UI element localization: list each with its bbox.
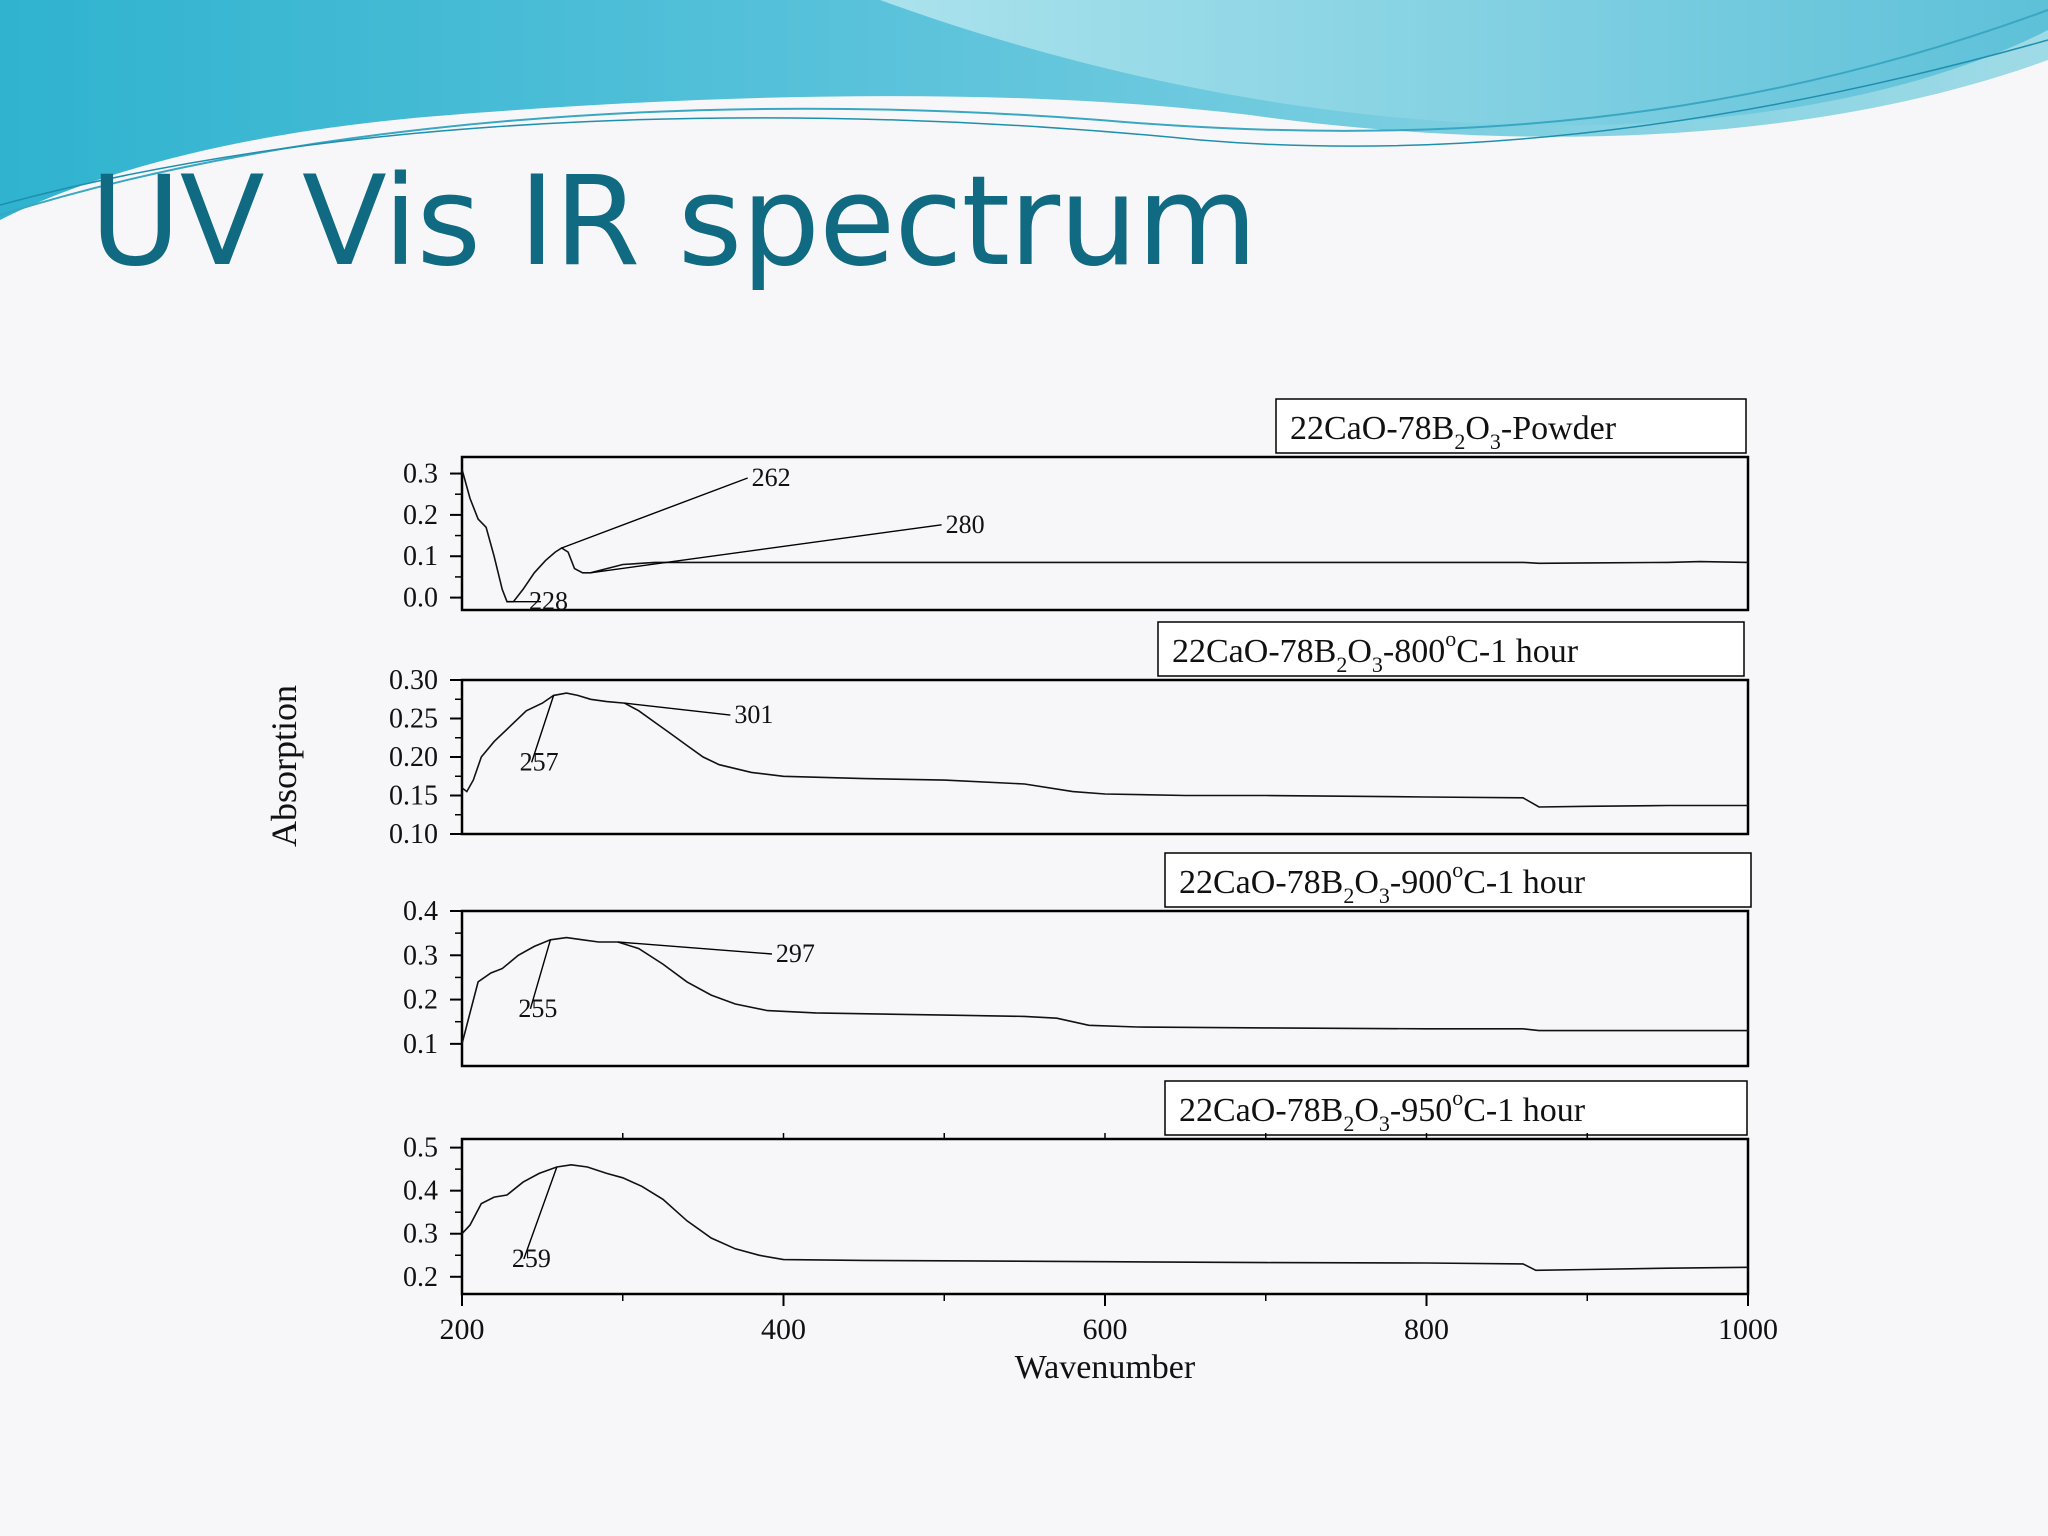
spectrum-line — [461, 936, 1748, 1045]
peak-label: 228 — [529, 587, 568, 616]
peak-leader-line — [617, 941, 772, 955]
peak-label: 257 — [520, 747, 559, 776]
peak-label: 259 — [512, 1244, 551, 1273]
panel-legend-box — [1157, 621, 1745, 677]
slide-title: UV Vis IR spectrum — [90, 150, 1257, 294]
panel-frame — [460, 909, 1750, 1068]
panel-legend-text: 22CaO-78B2O3-800oC-1 hour — [1172, 626, 1579, 677]
y-tick-label: 0.20 — [389, 742, 438, 773]
peak-leader-line — [561, 477, 748, 549]
y-tick-label: 0.0 — [403, 583, 438, 614]
panel-frame — [460, 678, 1750, 836]
y-tick-label: 0.15 — [389, 781, 438, 812]
panel-frame — [460, 455, 1750, 612]
peak-label: 297 — [776, 939, 815, 968]
y-tick-label: 0.3 — [403, 459, 438, 490]
x-tick-label: 800 — [1404, 1313, 1449, 1346]
panel-legend-box — [1164, 1080, 1748, 1136]
y-tick-label: 0.1 — [403, 541, 438, 572]
spectrum-line — [461, 1163, 1749, 1272]
y-tick-label: 0.1 — [403, 1029, 438, 1060]
y-tick-label: 0.2 — [403, 985, 438, 1016]
peak-label: 280 — [946, 510, 985, 539]
x-tick-label: 400 — [761, 1313, 806, 1346]
x-tick-label: 600 — [1083, 1313, 1128, 1346]
peak-label: 255 — [518, 994, 557, 1023]
spectrum-line — [461, 469, 1749, 603]
y-tick-label: 0.10 — [389, 819, 438, 850]
y-tick-label: 0.5 — [403, 1133, 438, 1164]
y-tick-label: 0.25 — [389, 704, 438, 735]
x-tick-label: 200 — [440, 1313, 485, 1346]
y-tick-label: 0.4 — [403, 896, 438, 927]
panel-legend-text: 22CaO-78B2O3-900oC-1 hour — [1179, 857, 1586, 908]
panel-legend-text: 22CaO-78B2O3-Powder — [1290, 410, 1617, 454]
peak-leader-line — [590, 524, 942, 574]
panel-legend-text: 22CaO-78B2O3-950oC-1 hour — [1179, 1085, 1586, 1136]
y-tick-label: 0.2 — [403, 1262, 438, 1293]
y-tick-label: 0.2 — [403, 500, 438, 531]
y-tick-label: 0.30 — [389, 665, 438, 696]
peak-label: 262 — [752, 463, 791, 492]
header-wave-decoration — [0, 0, 2048, 220]
panel-legend-box — [1275, 398, 1747, 454]
peak-leader-line — [624, 702, 731, 716]
y-tick-label: 0.4 — [403, 1176, 438, 1207]
peak-leader-line — [523, 1166, 558, 1260]
panel-legend-box — [1164, 852, 1752, 908]
peak-label: 301 — [734, 700, 773, 729]
peak-leader-line — [530, 695, 555, 763]
peak-leader-line — [529, 939, 552, 1009]
y-tick-label: 0.3 — [403, 1219, 438, 1250]
spectrum-line — [461, 692, 1748, 808]
x-tick-label: 1000 — [1718, 1313, 1778, 1346]
y-axis-label: Absorption — [264, 685, 304, 847]
x-axis-label: Wavenumber — [1015, 1349, 1196, 1386]
y-tick-label: 0.3 — [403, 940, 438, 971]
